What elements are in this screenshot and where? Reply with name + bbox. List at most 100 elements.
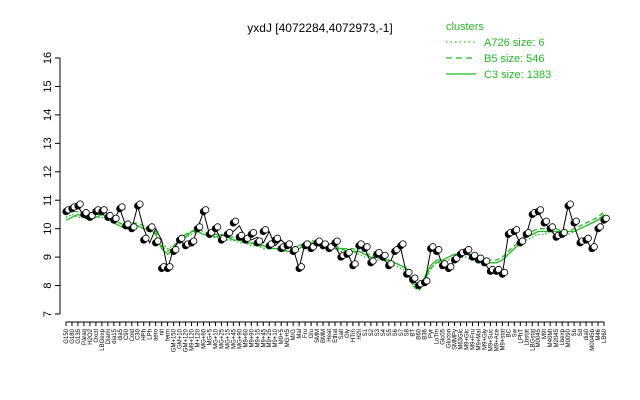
plot-lines <box>65 203 605 293</box>
data-point-open <box>477 254 485 262</box>
x-tick-label: MG+5 <box>207 328 213 345</box>
data-point-open <box>124 220 132 228</box>
data-point-open <box>387 260 395 268</box>
x-tick-label: GM+10 <box>178 328 184 349</box>
x-tick-label: Pyr <box>429 329 435 338</box>
data-point-open <box>399 240 407 248</box>
legend-entry-label: A726 size: 6 <box>484 37 545 49</box>
x-tick-label: MG+25 <box>219 328 225 349</box>
x-tick-label: M9+Suc <box>488 329 494 351</box>
legend: clusters A726 size: 6 B5 size: 546 C3 size… <box>446 21 551 81</box>
x-tick-label: Paraq <box>82 329 88 345</box>
data-point-open <box>136 200 144 208</box>
data-point-open <box>255 237 264 245</box>
x-tick-label: S8 <box>405 328 411 336</box>
x-tick-label: C30 <box>136 328 142 340</box>
data-point-open <box>536 206 545 214</box>
x-tick-label: LBGexp <box>100 328 106 350</box>
x-tick-label: LPhT <box>518 329 524 344</box>
x-tick-label: nit <box>160 329 166 336</box>
data-point-open <box>261 226 270 234</box>
y-tick-label: 7 <box>42 311 54 317</box>
x-tick-label: G180 <box>70 328 76 343</box>
data-point-open <box>542 217 551 225</box>
data-point-open <box>315 237 323 245</box>
y-tick-label: 12 <box>42 166 54 178</box>
data-point-open <box>130 223 138 231</box>
x-tick-label: M+120 <box>196 328 202 347</box>
data-point-open <box>291 246 299 254</box>
data-point-open <box>202 206 210 214</box>
data-point-open <box>106 211 114 220</box>
legend-entries: A726 size: 6 B5 size: 546 C3 size: 1383 <box>446 37 551 81</box>
x-tick-label: M9+Fru <box>470 329 476 350</box>
chart-title: yxdJ [4072284,4072973,-1] <box>247 21 392 35</box>
data-point-open <box>381 251 389 259</box>
x-tick-label: MG+10 <box>213 328 219 349</box>
x-tick-label: BC <box>506 328 512 337</box>
x-tick-label: M9+Gly <box>482 329 488 350</box>
data-point-open <box>596 223 604 231</box>
data-point-open <box>512 226 521 234</box>
data-point-open <box>100 206 108 214</box>
data-point-open <box>148 223 156 231</box>
data-point-open <box>333 237 341 245</box>
x-tick-label: M9+60 <box>243 328 249 347</box>
x-tick-label: Sd <box>578 329 584 336</box>
data-point-open <box>154 237 162 245</box>
x-tick-label: ferm <box>166 329 172 341</box>
data-point-open <box>566 200 574 208</box>
x-tick-label: M0090 <box>566 328 572 347</box>
x-tick-label: S2 <box>369 328 375 336</box>
data-point-open <box>572 217 580 225</box>
x-tick-label: HTm <box>351 329 357 342</box>
x-tick-label: B60 <box>417 328 423 339</box>
x-tick-label: LBGstat <box>530 329 536 351</box>
data-point-open <box>172 246 180 254</box>
legend-title: clusters <box>446 21 484 33</box>
y-tick-label: 15 <box>42 80 54 92</box>
x-tick-label: M9+10 <box>273 328 279 347</box>
y-tick-label: 9 <box>42 254 54 260</box>
x-tick-label: Heat <box>327 329 333 342</box>
x-tick-label: M9+25 <box>267 328 273 347</box>
data-point-open <box>584 234 592 242</box>
x-tick-label: BMM <box>321 329 327 343</box>
legend-entry-label: B5 size: 546 <box>484 53 545 65</box>
x-tick-label: B36 <box>423 328 429 339</box>
data-point-open <box>142 234 150 242</box>
data-point-open <box>190 237 198 245</box>
x-tick-label: M40Mt <box>548 329 554 348</box>
x-tick-label: MG+60 <box>201 328 207 349</box>
x-tick-label: Glucon <box>447 329 453 348</box>
data-point-open <box>471 251 479 259</box>
x-tick-label: M9t <box>542 329 548 339</box>
data-point-open <box>249 228 258 237</box>
x-tick-label: aero <box>154 328 160 341</box>
y-axis: 7 8 9 10 11 12 13 14 15 16 <box>42 52 61 317</box>
data-point-open <box>500 268 509 276</box>
x-tick-label: S1 <box>363 328 369 336</box>
data-point-open <box>297 263 305 271</box>
x-tick-label: BT <box>411 329 417 337</box>
data-point-open <box>321 240 329 248</box>
x-tick-label: S5 <box>387 328 393 336</box>
y-tick-label: 11 <box>42 195 54 206</box>
x-tick-label: M0045b <box>590 328 596 350</box>
data-point-open <box>82 209 90 217</box>
y-tick-label: 13 <box>42 137 54 149</box>
x-tick-label: S6 <box>393 328 399 336</box>
x-tick-label: LB60 <box>602 328 608 343</box>
x-tick-label: Sb <box>572 328 578 336</box>
x-tick-label: HPh <box>142 329 148 341</box>
x-tick-label: G135 <box>76 328 82 343</box>
y-tick-label: 16 <box>42 52 54 64</box>
x-tick-label: M63Glc <box>459 329 465 350</box>
x-tick-label: Cold <box>130 329 136 341</box>
x-tick-label: MG+90 <box>237 328 243 349</box>
data-point-open <box>166 263 174 271</box>
data-point-open <box>405 268 413 276</box>
series-line-dashed <box>65 210 605 293</box>
x-tick-label: Diami <box>106 329 112 344</box>
